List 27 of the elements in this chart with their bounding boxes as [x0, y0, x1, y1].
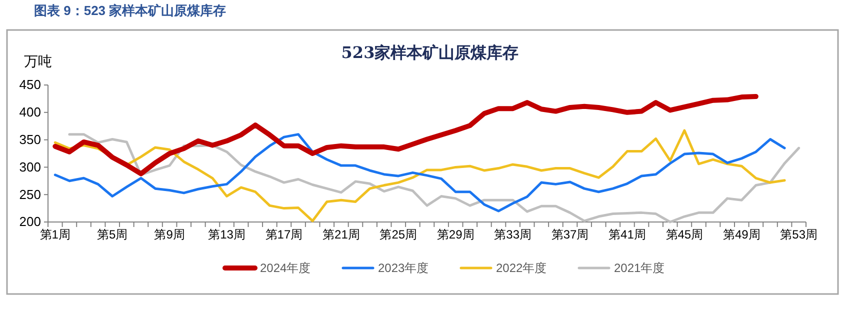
- x-tick-label: 第21周: [322, 228, 360, 242]
- x-tick-label: 第33周: [494, 228, 532, 242]
- x-tick-label: 第25周: [380, 228, 418, 242]
- legend-label: 2022年度: [496, 261, 547, 275]
- legend-label: 2023年度: [378, 261, 429, 275]
- x-tick-label: 第49周: [722, 228, 760, 242]
- x-tick-label: 第9周: [154, 228, 185, 242]
- y-tick-label: 300: [19, 159, 41, 174]
- x-tick-label: 第5周: [97, 228, 128, 242]
- y-tick-label: 200: [19, 214, 41, 230]
- y-axis-title: 万吨: [24, 53, 52, 69]
- legend-label: 2024年度: [260, 261, 311, 275]
- x-tick-label: 第29周: [436, 228, 474, 242]
- y-tick-label: 400: [19, 104, 41, 120]
- text: 图表 9：523 家样本矿山原煤库存: [34, 3, 226, 18]
- chart-title: 523家样本矿山原煤库存: [341, 43, 519, 62]
- x-tick-label: 第41周: [608, 228, 646, 242]
- x-tick-label: 第1周: [40, 228, 70, 242]
- x-tick-label: 第13周: [208, 228, 246, 242]
- x-tick-label: 第17周: [265, 228, 303, 242]
- y-tick-label: 250: [19, 186, 41, 202]
- x-tick-label: 第37周: [551, 228, 589, 242]
- y-tick-label: 450: [19, 77, 41, 92]
- legend-label: 2021年度: [614, 261, 665, 275]
- x-tick-label: 第45周: [666, 228, 704, 242]
- y-tick-label: 350: [19, 132, 41, 147]
- x-tick-label: 第53周: [780, 228, 818, 242]
